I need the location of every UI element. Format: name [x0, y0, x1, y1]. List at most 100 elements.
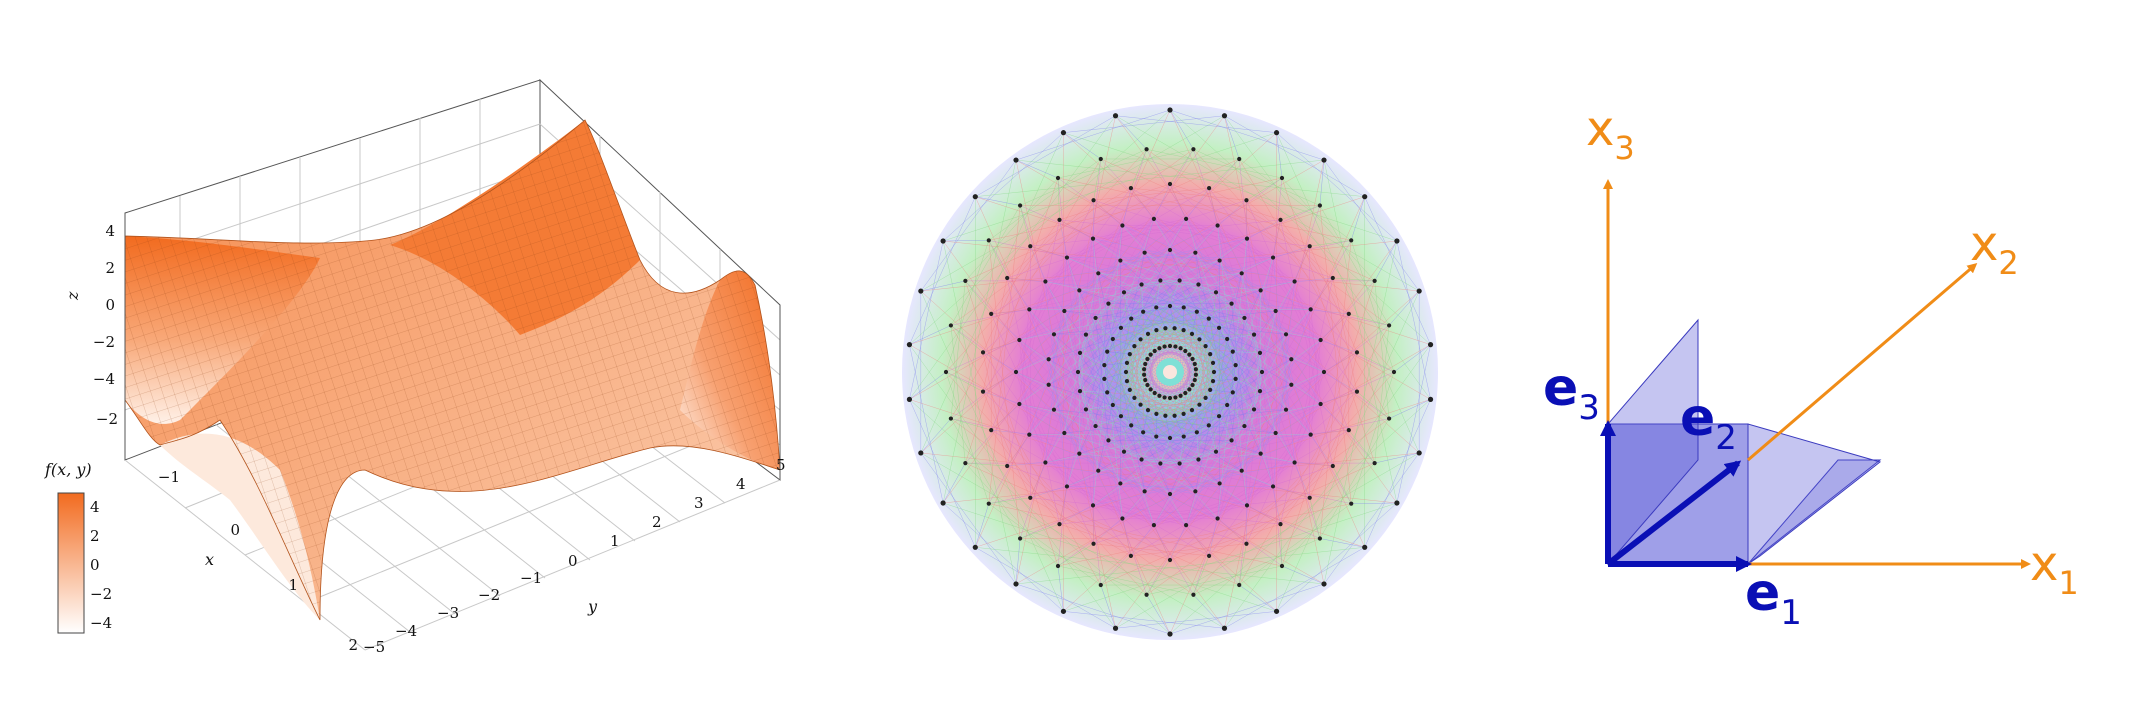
graph-edge	[1057, 178, 1060, 220]
graph-edge	[1095, 425, 1217, 452]
graph-edge	[1193, 149, 1395, 373]
graph-edge	[1276, 502, 1398, 612]
graph-edge	[1210, 338, 1228, 355]
y-tick-label: 2	[652, 513, 662, 531]
graph-edge	[1208, 187, 1358, 392]
graph-edge	[1146, 149, 1390, 326]
graph-edge	[1281, 462, 1375, 567]
graph-edge	[1169, 149, 1194, 185]
graph-edge	[1294, 246, 1310, 282]
graph-edge	[1079, 352, 1142, 460]
graph-edge	[1107, 311, 1144, 393]
graph-node	[1206, 316, 1211, 321]
graph-edge	[1320, 391, 1358, 405]
graph-edge	[1180, 363, 1195, 396]
y-axis-label: y	[587, 597, 598, 616]
graph-edge	[1007, 200, 1247, 279]
x-axis-label: x	[205, 550, 214, 569]
graph-edge	[1195, 273, 1242, 492]
graph-edge	[1280, 219, 1334, 467]
graph-node	[1242, 315, 1247, 321]
graph-edge	[1169, 523, 1281, 561]
graph-edge	[1183, 307, 1236, 380]
graph-edge	[1145, 363, 1160, 396]
graph-edge	[1145, 379, 1176, 398]
graph-node	[1206, 186, 1212, 191]
graph-node	[1110, 336, 1115, 342]
graph-node	[1317, 203, 1322, 208]
graph-node	[1273, 430, 1278, 436]
graph-node	[1349, 501, 1354, 506]
graph-edge	[1239, 158, 1352, 241]
graph-edge	[1112, 338, 1233, 352]
graph-edge	[1169, 345, 1197, 370]
graph-node	[1060, 608, 1067, 614]
graph-edge	[1143, 374, 1171, 399]
graph-edge	[1048, 273, 1242, 385]
graph-node	[1391, 369, 1397, 375]
graph-edge	[1107, 351, 1198, 433]
graph-edge	[1189, 389, 1200, 405]
graph-edge	[1093, 465, 1333, 544]
graph-node	[1005, 275, 1010, 281]
graph-edge	[1281, 280, 1375, 567]
graph-node	[1233, 363, 1238, 368]
graph-edge	[991, 187, 1210, 315]
graph-node	[1102, 376, 1107, 381]
graph-node	[1192, 361, 1197, 367]
graph-edge	[1285, 334, 1321, 341]
graph-edge	[1146, 594, 1171, 635]
graph-node	[1221, 625, 1228, 631]
graph-edge	[1160, 437, 1171, 464]
graph-node	[1138, 402, 1143, 407]
graph-edge	[1227, 334, 1255, 340]
graph-edge	[1015, 159, 1059, 179]
graph-node	[1142, 367, 1147, 372]
graph-edge	[1169, 391, 1358, 561]
graph-edge	[920, 115, 1225, 292]
graph-edge	[1309, 246, 1358, 353]
graph-node	[1213, 290, 1219, 295]
graph-edge	[965, 462, 1059, 567]
graph-edge	[1169, 109, 1431, 345]
graph-node	[1349, 238, 1354, 243]
graph-edge	[1079, 390, 1245, 427]
graph-edge	[1239, 503, 1352, 586]
graph-edge	[1144, 252, 1220, 261]
graph-edge	[942, 132, 1064, 242]
graph-node	[1354, 389, 1360, 394]
graph-node	[1203, 395, 1208, 400]
graph-edge	[1280, 205, 1320, 221]
graph-node	[1139, 282, 1144, 287]
graph-edge	[1217, 339, 1321, 519]
graph-edge	[1205, 327, 1220, 347]
graph-node	[1292, 279, 1297, 284]
graph-edge	[982, 352, 1008, 467]
graph-edge	[1145, 346, 1176, 365]
graph-edge	[1205, 397, 1228, 406]
saddle-surface	[124, 119, 781, 621]
graph-edge	[1079, 352, 1105, 366]
graph-edge	[943, 132, 1277, 242]
graph-edge	[1164, 346, 1195, 365]
graph-node	[1057, 217, 1062, 223]
graph-edge	[1183, 307, 1210, 426]
graph-edge	[1153, 525, 1171, 561]
graph-edge	[1146, 565, 1283, 596]
graph-node	[1259, 369, 1265, 375]
graph-edge	[1093, 158, 1102, 201]
graph-edge	[1100, 584, 1116, 629]
graph-edge	[988, 240, 1021, 539]
graph-edge	[1112, 318, 1132, 406]
graph-edge	[943, 240, 989, 242]
graph-node	[1279, 563, 1285, 569]
graph-node	[1167, 491, 1173, 497]
graph-edge	[1212, 351, 1233, 364]
graph-edge	[982, 371, 1017, 392]
graph-edge	[1143, 369, 1165, 398]
graph-edge	[1323, 159, 1420, 292]
graph-node	[1362, 194, 1368, 200]
graph-edge	[1122, 491, 1145, 519]
graph-edge	[1120, 252, 1196, 261]
y-tick-label: −1	[520, 569, 542, 587]
